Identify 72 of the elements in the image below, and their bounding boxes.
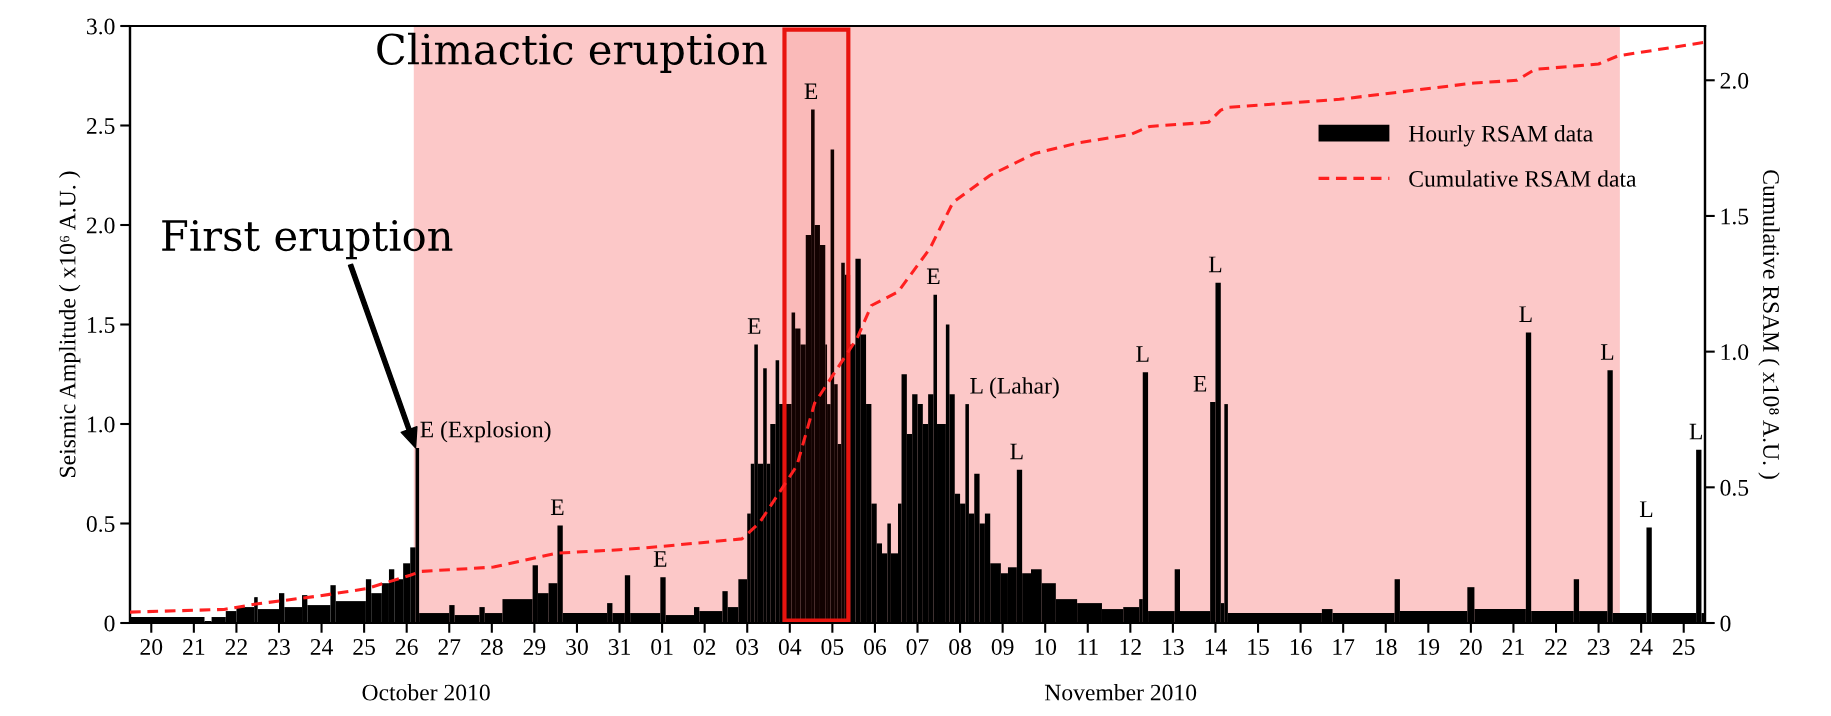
- x-tick-label: 21: [183, 639, 205, 655]
- annotation: L (Lahar): [970, 377, 1059, 399]
- x-tick-label: 21: [1502, 639, 1524, 655]
- x-tick-label: 06: [864, 638, 887, 655]
- x-tick-label: 28: [481, 638, 503, 655]
- x-tick-label: 18: [1376, 638, 1397, 655]
- x-tick-label: 30: [566, 638, 588, 655]
- x-tick-label: 15: [1248, 639, 1269, 655]
- x-tick-label: 12: [1120, 639, 1141, 655]
- y-tick-label: 3.0: [87, 18, 115, 35]
- x-tick-label: 31: [608, 639, 630, 655]
- y2-axis-title: Cumulative RSAM ( x10⁸ A.U. ): [1758, 170, 1780, 479]
- x-tick-label: 19: [1418, 639, 1440, 655]
- y-tick-label: 2.0: [86, 217, 115, 234]
- x-tick-label: 14: [1205, 639, 1227, 655]
- x-tick-label: 26: [395, 639, 418, 655]
- annotation: L: [1136, 346, 1149, 362]
- x-tick-label: 25: [1672, 639, 1695, 655]
- x-tick-label: 13: [1163, 639, 1184, 655]
- annotation: L: [1600, 344, 1614, 360]
- x-tick-label: 07: [906, 638, 929, 655]
- y-tick-label: 0.5: [86, 515, 115, 533]
- x-tick-label: 27: [438, 639, 461, 655]
- y2-tick-label: 1.0: [1721, 344, 1749, 361]
- y-tick-label: 0: [104, 615, 115, 632]
- legend-label: Cumulative RSAM data: [1409, 170, 1637, 187]
- annotation: L: [1519, 306, 1532, 322]
- annotation: E: [1193, 376, 1207, 392]
- x-tick-label: 22: [1545, 639, 1567, 655]
- x-tick-label: 24: [310, 639, 333, 655]
- annotation: L: [1010, 443, 1023, 460]
- x-tick-label: 24: [1630, 639, 1653, 655]
- annotation: Climactic eruption: [377, 32, 767, 74]
- y-tick-label: 2.5: [86, 118, 115, 135]
- x-tick-label: 01: [651, 638, 673, 655]
- annotation: E: [653, 551, 667, 567]
- x-tick-label: 05: [821, 638, 844, 655]
- x-tick-label: 23: [268, 639, 290, 655]
- text: November 2010: [1044, 683, 1197, 701]
- x-tick-label: 20: [1460, 638, 1482, 655]
- y2-tick-label: 2.0: [1720, 72, 1749, 89]
- x-tick-label: 20: [140, 638, 163, 655]
- annotation: First eruption: [162, 219, 453, 260]
- x-tick-label: 23: [1587, 639, 1610, 655]
- x-tick-label: 03: [736, 638, 759, 655]
- x-tick-label: 11: [1078, 639, 1098, 655]
- y2-tick-label: 0.5: [1720, 479, 1749, 496]
- annotation: E: [926, 268, 940, 285]
- text: October 2010: [362, 683, 490, 701]
- x-tick-label: 17: [1333, 639, 1355, 655]
- x-tick-label: 29: [523, 639, 546, 655]
- annotation: E (Explosion): [420, 420, 551, 443]
- legend-label: Hourly RSAM data: [1408, 125, 1593, 147]
- x-tick-label: 25: [353, 639, 375, 655]
- x-tick-label: 04: [778, 638, 802, 655]
- annotation: E: [804, 83, 818, 99]
- y2-tick-label: 0: [1720, 615, 1731, 632]
- annotation: E: [747, 318, 761, 334]
- x-tick-label: 08: [949, 638, 971, 655]
- y-tick-label: 1.5: [87, 317, 115, 334]
- x-tick-label: 16: [1290, 639, 1312, 655]
- x-tick-label: 09: [991, 638, 1014, 655]
- annotation: L: [1208, 256, 1222, 273]
- x-tick-label: 02: [693, 638, 716, 655]
- x-tick-label: 22: [225, 639, 247, 655]
- annotation: L: [1689, 423, 1702, 440]
- x-tick-label: 10: [1035, 638, 1057, 655]
- y-tick-label: 1.0: [87, 416, 115, 433]
- y2-tick-label: 1.5: [1721, 208, 1749, 225]
- annotation: E: [550, 499, 564, 515]
- annotation: L: [1639, 501, 1653, 517]
- y-axis-title: Seismic Amplitude ( x10⁶ A.U. ): [58, 171, 81, 477]
